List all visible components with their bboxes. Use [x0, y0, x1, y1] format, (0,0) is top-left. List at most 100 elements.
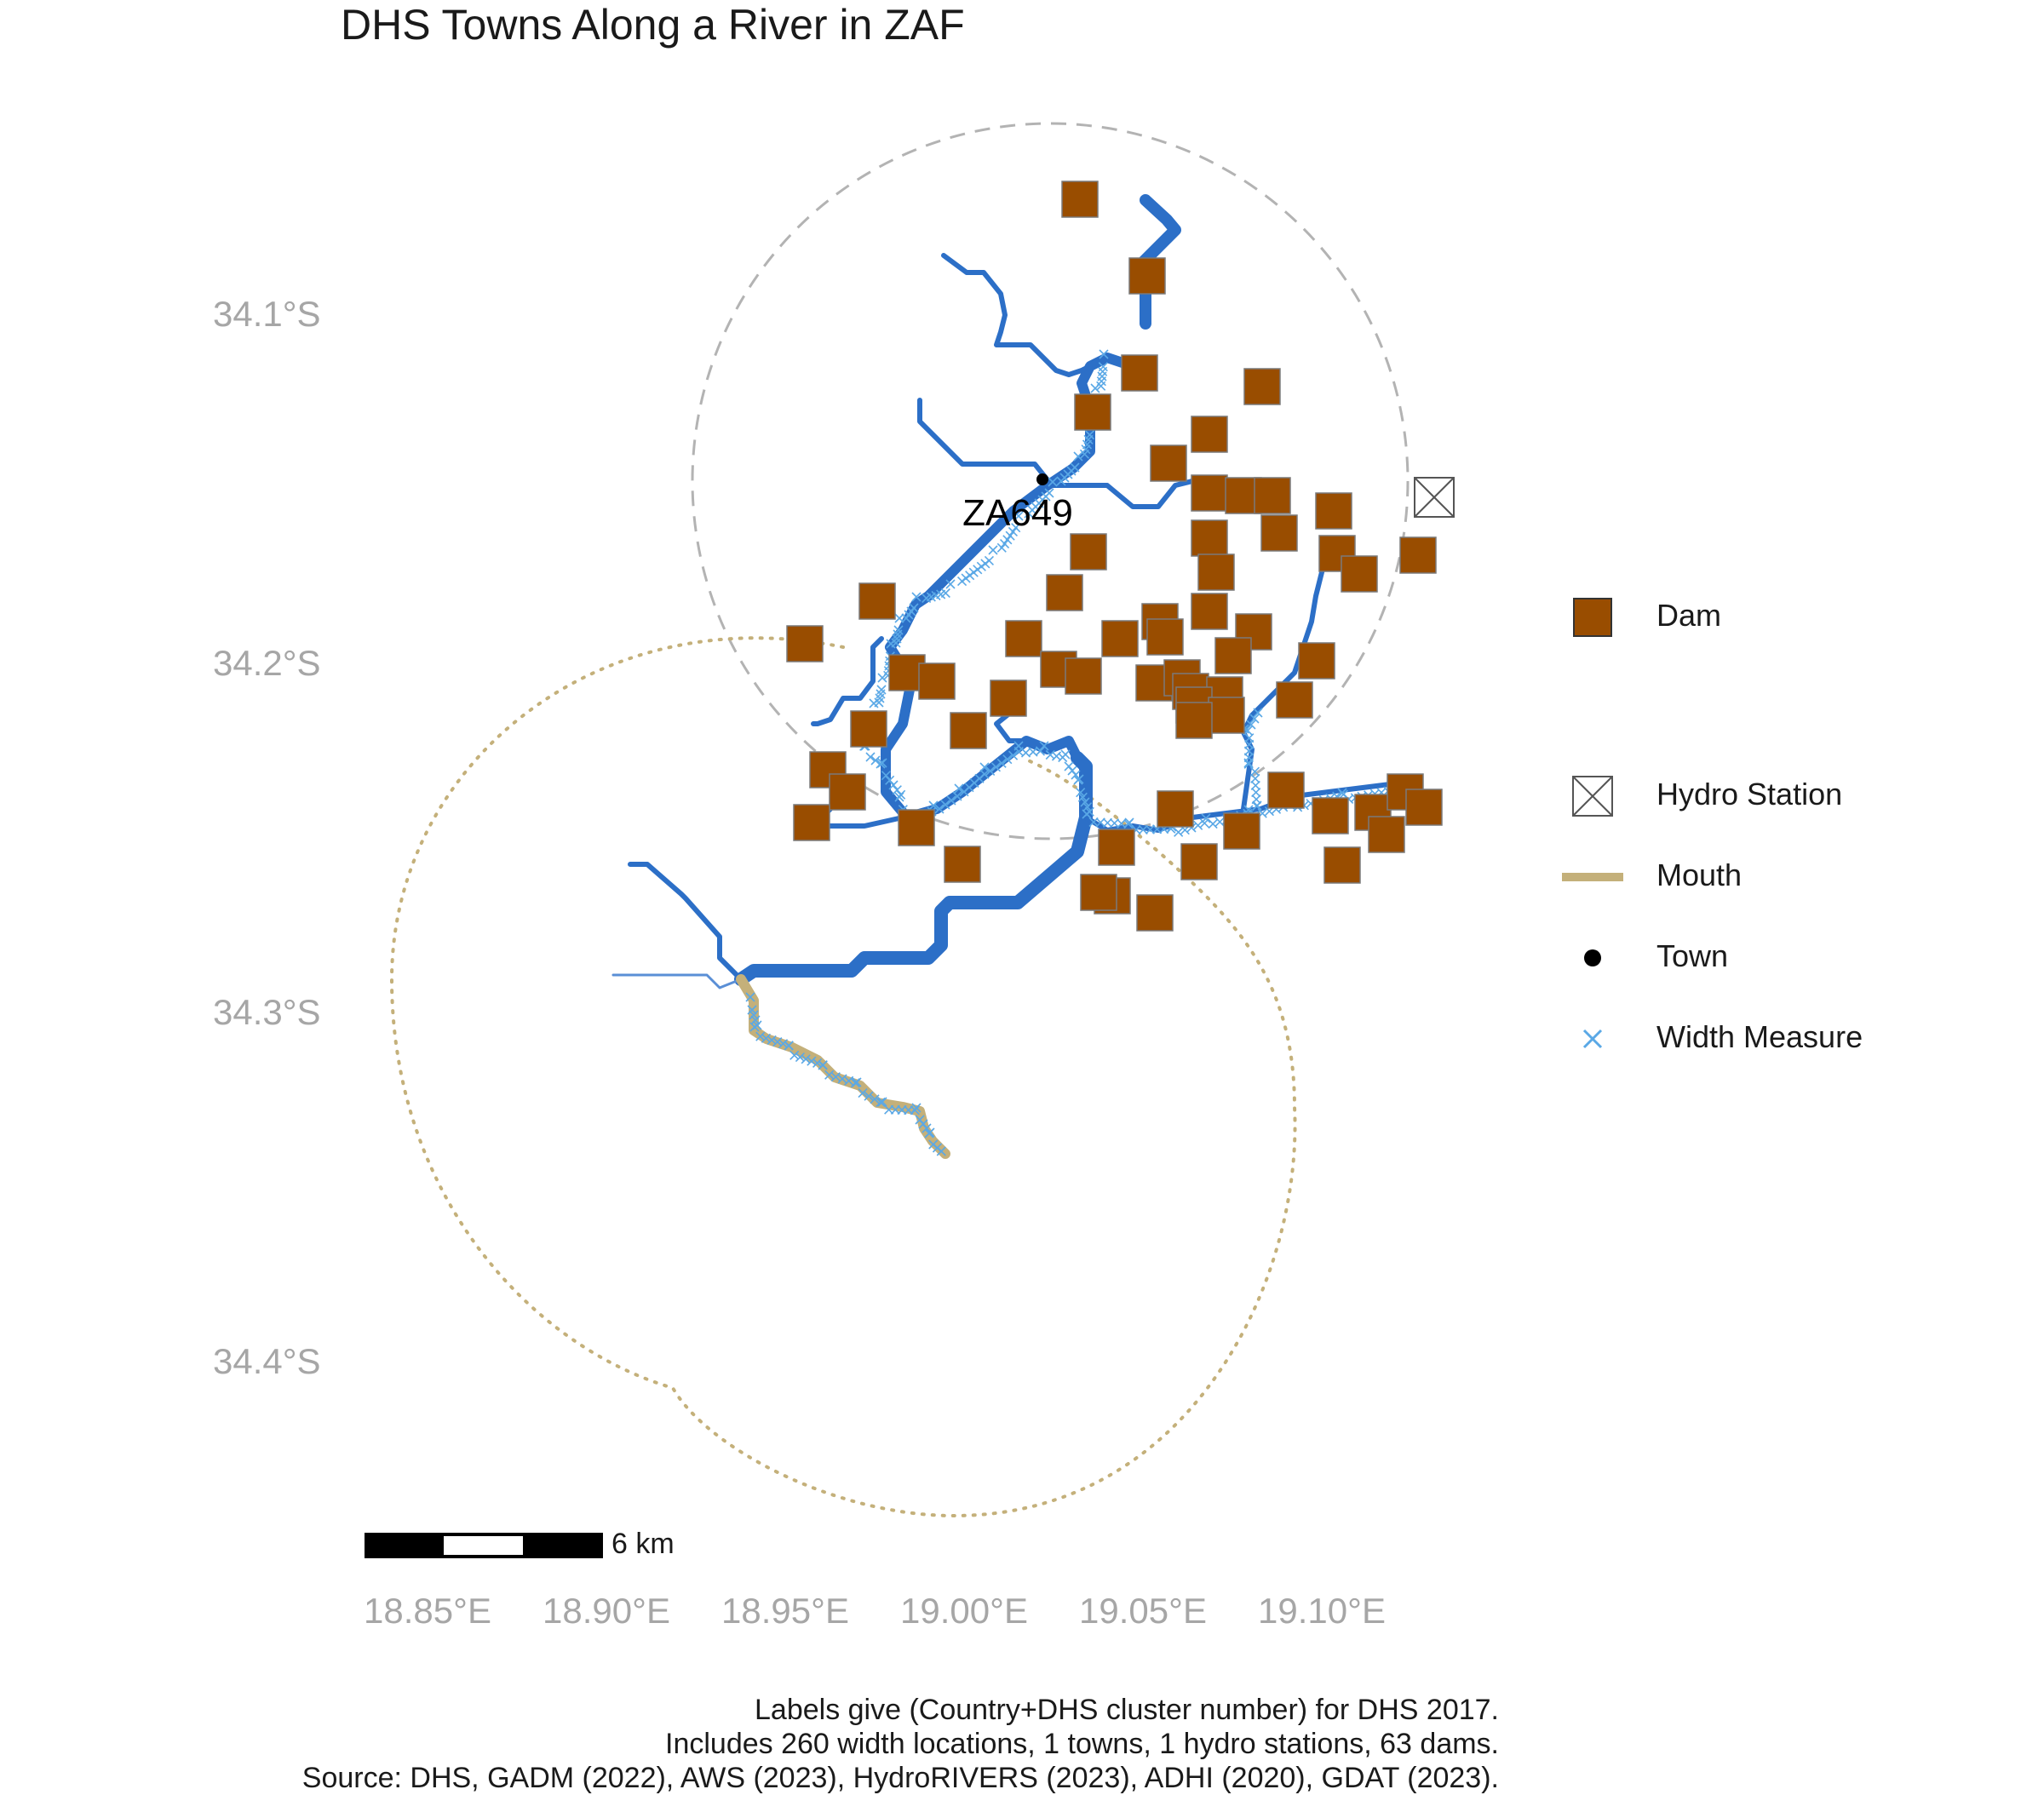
river-east-branch — [1045, 479, 1195, 509]
width-measure-marker — [936, 1146, 946, 1156]
legend-label-town: Town — [1656, 938, 1729, 973]
width-measure-marker — [870, 755, 881, 766]
dam-marker — [1074, 393, 1111, 431]
dam-marker — [1157, 790, 1194, 828]
width-measure-marker — [934, 804, 944, 814]
width-measure-marker — [784, 1041, 794, 1051]
legend-item-hydro-station: Hydro Station — [1559, 766, 2001, 826]
dam-marker — [1150, 444, 1187, 482]
hydro-station-marker — [1414, 477, 1455, 518]
caption: Labels give (Country+DHS cluster number)… — [302, 1693, 1499, 1795]
width-measure-marker — [996, 758, 1007, 768]
width-measure-marker — [749, 1010, 759, 1020]
width-measure-marker — [1073, 775, 1083, 785]
width-measure-marker — [830, 1072, 841, 1082]
legend-item-width-measure: Width Measure — [1559, 1009, 2001, 1069]
river-network — [611, 194, 1416, 989]
width-measure-marker — [1246, 720, 1256, 730]
dam-legend-icon — [1573, 598, 1612, 637]
dam-marker — [898, 809, 935, 846]
dam-marker — [1136, 894, 1174, 932]
width-measure-marker — [1214, 817, 1225, 827]
dam-marker — [1368, 816, 1405, 853]
width-measure-marker — [1082, 809, 1092, 819]
width-measure-marker — [844, 1075, 854, 1086]
width-measure-marker — [1138, 824, 1148, 834]
width-measure-marker — [1073, 451, 1083, 462]
legend-label-dam: Dam — [1656, 598, 1722, 633]
width-measure-marker — [807, 1056, 817, 1066]
width-measure-marker — [928, 800, 939, 811]
dam-marker — [1080, 874, 1117, 911]
lon-tick-label: 18.95°E — [721, 1591, 849, 1631]
width-measure-marker — [940, 800, 950, 810]
dam-marker — [1065, 657, 1102, 695]
dam-marker — [1061, 181, 1099, 218]
river-east-upper — [1241, 542, 1331, 811]
width-measure-marker — [1035, 746, 1046, 756]
width-measure-marker — [864, 1091, 874, 1101]
width-measure-marker — [852, 1077, 862, 1087]
dam-marker — [1312, 797, 1349, 834]
width-measure-marker — [1005, 530, 1015, 541]
width-measure-marker — [924, 1128, 934, 1138]
width-measure-legend-icon — [1582, 1029, 1603, 1049]
lon-tick-label: 18.90°E — [543, 1591, 670, 1631]
river-southwest-thin — [611, 973, 743, 989]
dam-marker — [1098, 829, 1135, 866]
dam-marker — [829, 773, 866, 811]
dam-marker — [1197, 553, 1235, 591]
width-measure-marker — [1056, 476, 1066, 486]
dam-marker — [1128, 257, 1166, 295]
width-measure-marker — [778, 1039, 789, 1049]
width-measure-marker — [1039, 741, 1049, 751]
dam-marker — [1121, 354, 1158, 392]
width-measure-marker — [1124, 817, 1134, 828]
dam-marker — [944, 846, 981, 883]
width-measure-marker — [988, 545, 998, 555]
width-measure-marker — [1244, 733, 1255, 743]
width-measure-marker — [1060, 749, 1071, 760]
width-measure-marker — [979, 769, 990, 779]
width-measure-marker — [996, 542, 1007, 553]
width-measure-marker — [881, 771, 891, 781]
dam-marker — [950, 712, 987, 749]
dam-marker — [1267, 771, 1305, 809]
lon-tick-label: 19.05°E — [1079, 1591, 1207, 1631]
river-main-lower — [734, 751, 1093, 986]
dam-marker — [786, 625, 824, 662]
width-measure-marker — [1249, 714, 1260, 724]
width-measure-marker — [1249, 766, 1260, 777]
width-measure-marker — [1000, 539, 1010, 549]
scale-bar-label: 6 km — [611, 1528, 675, 1560]
river-southwest-branch — [628, 862, 744, 982]
width-measure-marker — [755, 1031, 766, 1041]
width-measure-marker — [1008, 750, 1019, 760]
width-measure-marker — [1201, 813, 1211, 823]
width-measure-marker — [818, 1060, 828, 1070]
town-legend-icon — [1584, 949, 1601, 966]
dam-marker — [1399, 536, 1437, 574]
width-measure-marker — [1002, 754, 1013, 765]
width-measure-marker — [911, 592, 922, 602]
mouth-legend-icon — [1562, 873, 1623, 881]
width-measure-marker — [922, 593, 932, 604]
lat-tick-label: 34.1°S — [213, 294, 321, 334]
width-measure-marker — [985, 766, 996, 776]
legend-item-dam: Dam — [1559, 588, 2001, 647]
legend-item-mouth: Mouth — [1559, 847, 2001, 907]
legend-label-mouth: Mouth — [1656, 857, 1743, 892]
dam-marker — [1191, 593, 1228, 630]
width-measure-marker — [877, 1097, 887, 1107]
width-measure-marker — [745, 992, 755, 1002]
dam-marker — [1046, 574, 1083, 611]
dam-marker — [1315, 492, 1352, 530]
width-measure-marker — [1077, 792, 1088, 802]
river-north-branch — [941, 253, 1093, 377]
lon-tick-label: 18.85°E — [364, 1591, 491, 1631]
dam-marker — [1254, 477, 1291, 514]
legend: Dam Hydro Station Mouth Town Widt — [1559, 588, 2001, 1098]
width-measure-marker — [795, 1052, 805, 1063]
width-measure-marker — [1090, 383, 1100, 393]
